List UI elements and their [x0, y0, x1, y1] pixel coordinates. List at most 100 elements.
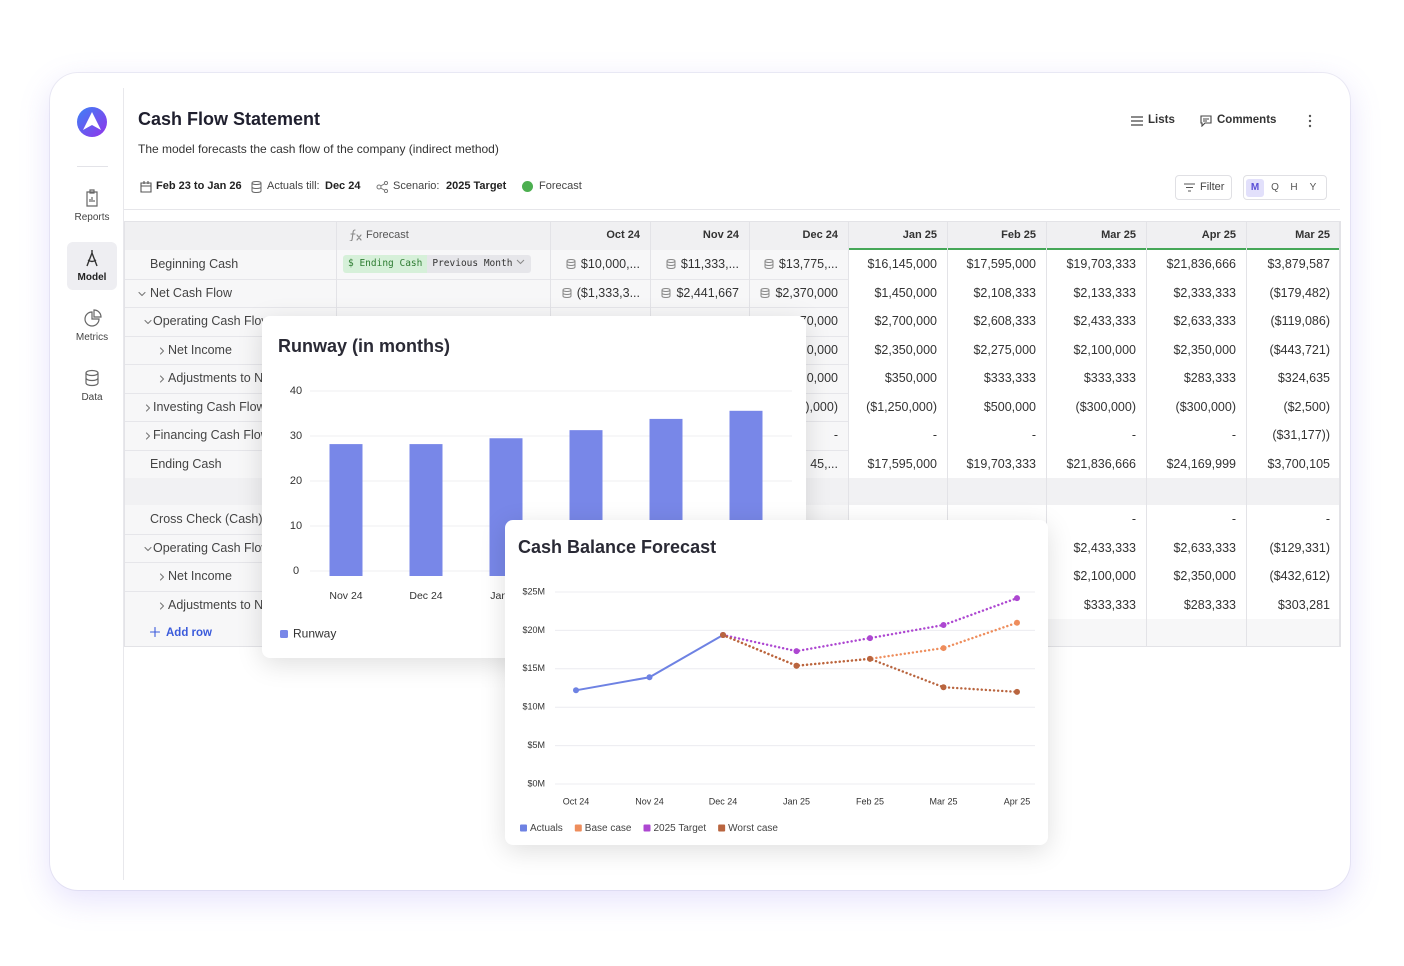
cell-value: - — [1031, 428, 1036, 443]
nav-icon — [85, 369, 99, 387]
actuals-label: Actuals till: — [267, 180, 320, 192]
legend-swatch — [520, 824, 527, 832]
cell: $2,441,667 — [650, 279, 739, 308]
column-header: Nov 24 — [702, 229, 739, 241]
row-label: Cross Check (Cash) — [150, 512, 263, 526]
chevron-shape — [144, 319, 152, 325]
cell: $21,836,666 — [1146, 250, 1236, 279]
cell-value: $11,333,... — [680, 257, 739, 272]
period-option[interactable]: M — [1246, 179, 1264, 197]
x-tick-label: Dec 24 — [409, 590, 442, 602]
y-tick-label: $10M — [522, 702, 545, 712]
nav-item[interactable]: Reports — [67, 182, 117, 230]
y-tick-label: $15M — [522, 663, 545, 673]
cell: $2,700,000 — [848, 307, 937, 336]
series-point — [720, 632, 726, 639]
scenario-icon — [376, 181, 389, 193]
x-tick-label: Jan 25 — [783, 796, 810, 806]
row-label: Net Income — [168, 569, 232, 583]
cell: $333,333 — [1046, 364, 1136, 393]
cell: $2,333,333 — [1146, 279, 1236, 308]
cell-value: ($179,482) — [1269, 285, 1330, 300]
date-range[interactable]: Feb 23 to Jan 26 — [156, 180, 242, 192]
actuals-icon — [666, 259, 676, 270]
logo — [77, 107, 107, 137]
cell: ($31,177)) — [1246, 421, 1330, 450]
lists-button[interactable]: Lists — [1148, 114, 1175, 126]
cell-value: $24,169,999 — [1166, 456, 1236, 471]
dot — [1308, 124, 1312, 128]
actuals-icon — [566, 259, 576, 270]
x-tick-label: Oct 24 — [563, 796, 590, 806]
chevron — [159, 346, 165, 355]
filter-glyph — [1184, 183, 1195, 192]
nav-item[interactable]: Model — [67, 242, 117, 290]
period-option[interactable]: H — [1290, 182, 1298, 193]
cell: 45,... — [749, 450, 838, 479]
actuals-icon — [562, 287, 572, 298]
actuals-value[interactable]: Dec 24 — [325, 180, 361, 192]
y-tick-label: 10 — [290, 520, 302, 532]
comments-glyph — [1200, 115, 1212, 127]
cell-value: $2,633,333 — [1173, 314, 1236, 329]
x-tick-label: Feb 25 — [856, 796, 884, 806]
y-tick-label: $20M — [522, 625, 545, 635]
actuals-icon — [251, 181, 262, 193]
filter-button[interactable]: Filter — [1175, 175, 1232, 200]
cell-value: $2,700,000 — [874, 314, 937, 329]
cell-value: 70,000 — [799, 314, 838, 329]
actuals-icon — [661, 287, 671, 298]
cell: $3,879,587 — [1246, 250, 1330, 279]
cell-value: ($129,331) — [1269, 540, 1330, 555]
cell-value: $2,370,000 — [775, 285, 838, 300]
cell-value: ($300,000) — [1075, 399, 1136, 414]
cell: $11,333,... — [650, 250, 739, 279]
more-menu[interactable] — [1308, 114, 1312, 128]
y-tick-label: 0 — [293, 565, 299, 577]
cell-value: $2,100,000 — [1073, 342, 1136, 357]
cell: $2,350,000 — [848, 336, 937, 365]
comments-button[interactable]: Comments — [1217, 114, 1277, 126]
cell: $1,450,000 — [848, 279, 937, 308]
cell: - — [1246, 505, 1330, 534]
nav-item[interactable]: Metrics — [67, 302, 117, 350]
forecast-cells-bg — [848, 307, 1340, 336]
legend-swatch — [718, 824, 726, 832]
cell: $24,169,999 — [1146, 450, 1236, 479]
nav-label: Reports — [74, 212, 110, 223]
period-option[interactable]: Q — [1271, 182, 1279, 193]
chip-chevron — [517, 259, 525, 265]
header-row — [124, 221, 1340, 250]
cell: ($1,333,3... — [550, 279, 640, 308]
chevron-shape — [159, 375, 165, 383]
formula-chips: $ Ending Cash Previous Month — [343, 255, 543, 273]
cell-value: ($2,500) — [1283, 399, 1330, 414]
cell-value: $2,433,333 — [1073, 540, 1136, 555]
scenario-value[interactable]: 2025 Target — [446, 180, 507, 192]
add-row[interactable]: Add row — [166, 627, 212, 639]
chart-title: Cash Balance Forecast — [518, 537, 716, 557]
column-header: Forecast — [366, 229, 409, 241]
nav-icon — [86, 189, 98, 207]
series-point — [1014, 688, 1020, 695]
cell-value: $2,108,333 — [973, 285, 1036, 300]
column-header: Jan 25 — [902, 229, 937, 241]
cell: $2,370,000 — [749, 279, 838, 308]
cell: 70,000 — [749, 307, 838, 336]
cell-value: $3,700,105 — [1267, 456, 1330, 471]
chart-title: Runway (in months) — [278, 336, 450, 356]
column-header: Apr 25 — [1201, 229, 1236, 241]
cell: 0,000 — [749, 336, 838, 365]
series-point — [793, 648, 800, 655]
formula-chip: Previous Month — [427, 255, 532, 273]
period-option[interactable]: Y — [1309, 182, 1317, 193]
cell: ($2,500) — [1246, 393, 1330, 422]
db-glyph — [760, 287, 770, 298]
cell: $2,100,000 — [1046, 336, 1136, 365]
cell-value: $3,879,587 — [1267, 257, 1330, 272]
nav-item[interactable]: Data — [67, 362, 117, 410]
page-subtitle: The model forecasts the cash flow of the… — [138, 142, 499, 156]
bar — [329, 444, 363, 576]
status-dot — [522, 181, 533, 192]
cell-value: $2,633,333 — [1173, 540, 1236, 555]
